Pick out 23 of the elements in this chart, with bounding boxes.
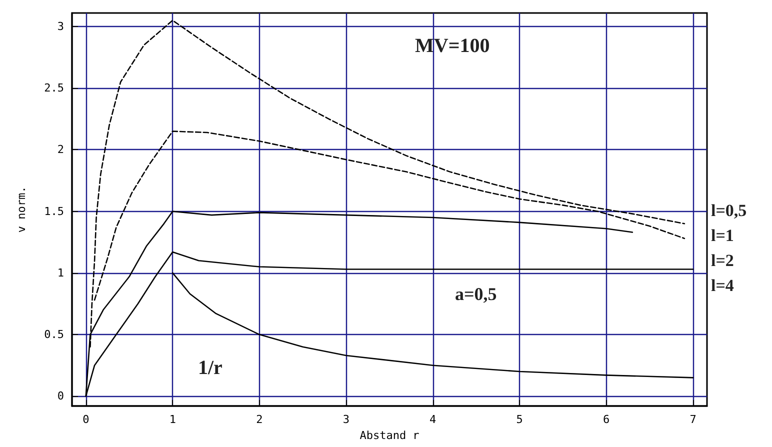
x-tick-label: 5: [516, 413, 523, 426]
text: l=0,5: [711, 201, 747, 220]
y-tick-label: 1.5: [44, 204, 64, 218]
x-tick-label: 1: [169, 413, 176, 426]
x-tick-label: 6: [603, 413, 610, 426]
y-tick-label: 1: [57, 266, 64, 280]
annotation: a=0,5: [455, 284, 497, 304]
y-tick-label: 3: [57, 20, 64, 34]
y-axis-title: v norm.: [15, 186, 28, 233]
y-tick-label: 2: [57, 143, 64, 156]
x-tick-label: 3: [342, 413, 350, 426]
text: l=4: [711, 276, 734, 295]
x-tick-label: 7: [690, 413, 696, 426]
y-tick-label: 2.5: [44, 82, 64, 95]
text: l=1: [711, 226, 734, 245]
annotation: 1/r: [198, 357, 223, 379]
x-tick-label: 4: [430, 413, 437, 426]
text: l=2: [711, 251, 734, 270]
x-axis-title: Abstand r: [360, 428, 420, 442]
x-tick-label: 2: [256, 413, 263, 426]
x-tick-label: 0: [82, 413, 90, 426]
y-tick-label: 0.5: [44, 328, 64, 342]
y-tick-label: 0: [57, 390, 64, 403]
